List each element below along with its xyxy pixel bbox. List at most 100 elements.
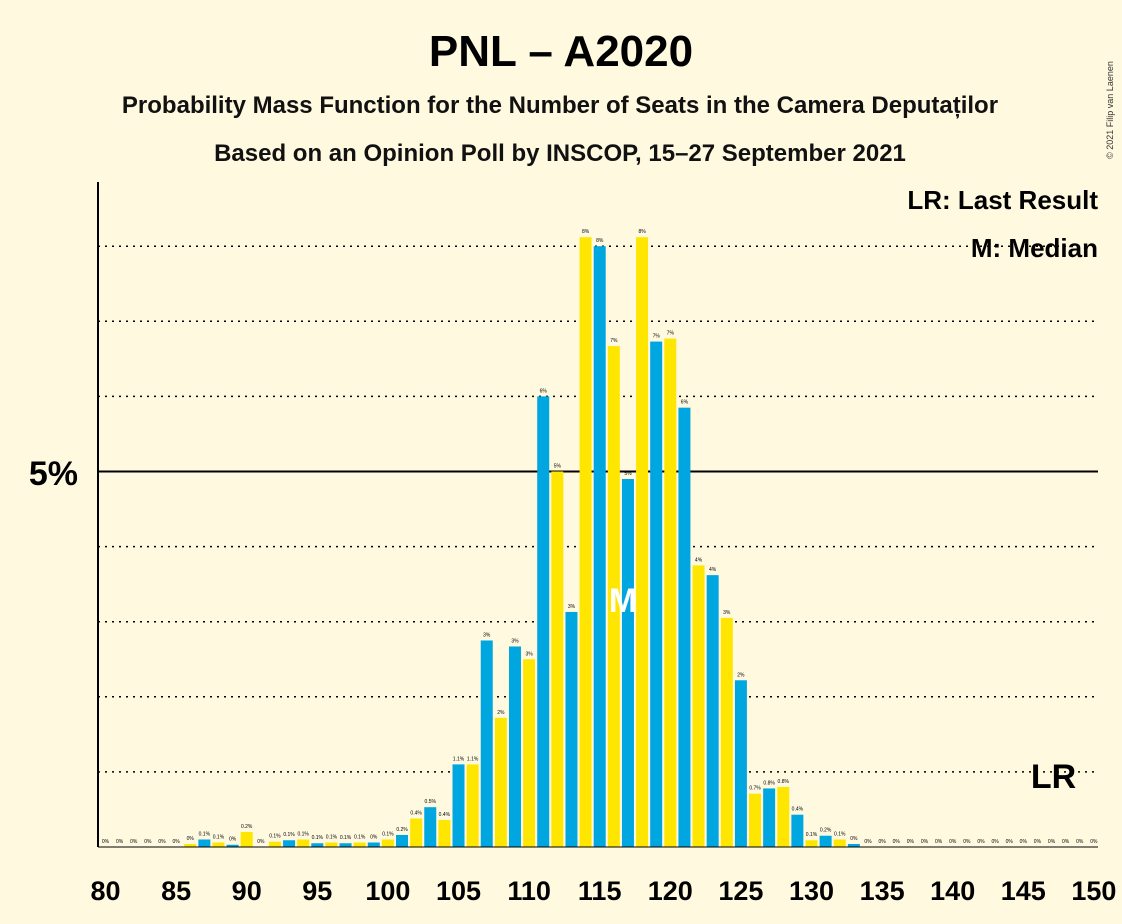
data-label-seat-81: 0% bbox=[116, 839, 124, 845]
data-label-seat-118: 8% bbox=[638, 229, 646, 235]
bar-seat-93 bbox=[283, 840, 296, 847]
data-label-seat-149: 0% bbox=[1076, 839, 1084, 845]
data-label-seat-111: 6% bbox=[540, 388, 548, 394]
bar-seat-120 bbox=[664, 338, 677, 847]
bar-seat-132 bbox=[833, 839, 846, 847]
data-label-seat-106: 1.1% bbox=[467, 756, 479, 762]
data-label-seat-136: 0% bbox=[893, 839, 901, 845]
bar-seat-87 bbox=[198, 839, 211, 847]
y-axis-label-5pct: 5% bbox=[29, 455, 78, 493]
bar-seat-106 bbox=[466, 764, 479, 847]
bars bbox=[184, 237, 860, 848]
bar-seat-105 bbox=[452, 764, 465, 847]
data-label-seat-123: 4% bbox=[709, 567, 717, 573]
x-tick-135: 135 bbox=[860, 876, 905, 906]
data-label-seat-129: 0.4% bbox=[792, 807, 804, 813]
bar-seat-125 bbox=[734, 680, 747, 847]
data-label-seat-88: 0.1% bbox=[213, 834, 225, 840]
data-label-seat-124: 3% bbox=[723, 610, 731, 616]
data-label-seat-115: 8% bbox=[596, 238, 604, 244]
bar-seat-118 bbox=[636, 237, 649, 848]
bar-seat-98 bbox=[353, 842, 366, 847]
data-label-seat-85: 0% bbox=[172, 839, 180, 845]
data-label-seat-150: 0% bbox=[1090, 839, 1098, 845]
x-tick-130: 130 bbox=[789, 876, 834, 906]
data-label-seat-120: 7% bbox=[667, 331, 675, 337]
bar-seat-92 bbox=[268, 841, 281, 847]
bar-seat-122 bbox=[692, 565, 705, 847]
data-label-seat-82: 0% bbox=[130, 839, 138, 845]
data-label-seat-103: 0.5% bbox=[425, 799, 437, 805]
bar-seat-124 bbox=[720, 617, 733, 847]
data-label-seat-101: 0.2% bbox=[396, 827, 408, 833]
bar-seat-100 bbox=[381, 839, 394, 847]
data-label-seat-93: 0.1% bbox=[283, 832, 295, 838]
bar-seat-121 bbox=[678, 407, 691, 847]
bar-seat-99 bbox=[367, 842, 380, 847]
legend-last-result: LR: Last Result bbox=[907, 185, 1098, 215]
data-label-seat-96: 0.1% bbox=[326, 834, 338, 840]
data-label-seat-126: 0.7% bbox=[749, 786, 761, 792]
x-tick-120: 120 bbox=[648, 876, 693, 906]
data-label-seat-138: 0% bbox=[921, 839, 929, 845]
bar-seat-127 bbox=[763, 788, 776, 847]
bar-seat-107 bbox=[480, 640, 493, 847]
x-tick-100: 100 bbox=[365, 876, 410, 906]
median-marker: M bbox=[609, 582, 637, 620]
data-label-seat-100: 0.1% bbox=[382, 831, 394, 837]
bar-seat-101 bbox=[396, 834, 409, 847]
x-tick-115: 115 bbox=[578, 876, 622, 906]
data-label-seat-90: 0.2% bbox=[241, 824, 253, 830]
bar-seat-113 bbox=[565, 611, 578, 847]
data-label-seat-98: 0.1% bbox=[354, 834, 366, 840]
gridlines bbox=[98, 245, 1098, 773]
x-tick-85: 85 bbox=[161, 876, 191, 906]
data-label-seat-143: 0% bbox=[991, 839, 999, 845]
data-label-seat-148: 0% bbox=[1062, 839, 1070, 845]
data-label-seat-128: 0.8% bbox=[778, 779, 790, 785]
bar-seat-95 bbox=[311, 843, 324, 847]
data-label-seat-109: 3% bbox=[511, 638, 519, 644]
data-label-seat-121: 6% bbox=[681, 400, 689, 406]
bar-seat-110 bbox=[523, 659, 536, 847]
data-label-seat-130: 0.1% bbox=[806, 832, 818, 838]
x-tick-145: 145 bbox=[1001, 876, 1046, 906]
bar-seat-123 bbox=[706, 575, 719, 847]
data-label-seat-95: 0.1% bbox=[312, 835, 324, 841]
data-label-seat-92: 0.1% bbox=[269, 834, 281, 840]
data-label-seat-137: 0% bbox=[907, 839, 915, 845]
data-label-seat-84: 0% bbox=[158, 839, 166, 845]
bar-seat-131 bbox=[819, 835, 832, 847]
bar-seat-115 bbox=[593, 246, 606, 847]
data-label-seat-145: 0% bbox=[1020, 839, 1028, 845]
data-label-seat-144: 0% bbox=[1006, 839, 1014, 845]
bar-seat-112 bbox=[551, 471, 564, 847]
x-tick-95: 95 bbox=[302, 876, 332, 906]
x-tick-90: 90 bbox=[232, 876, 262, 906]
data-label-seat-110: 3% bbox=[525, 651, 533, 657]
data-label-seat-102: 0.4% bbox=[410, 810, 422, 816]
data-label-seat-83: 0% bbox=[144, 839, 152, 845]
bar-seat-97 bbox=[339, 843, 352, 847]
legend-median: M: Median bbox=[971, 233, 1098, 263]
bar-seat-114 bbox=[579, 237, 592, 848]
data-label-seat-134: 0% bbox=[864, 839, 872, 845]
bar-seat-116 bbox=[607, 346, 620, 847]
data-label-seat-131: 0.2% bbox=[820, 828, 832, 834]
x-tick-80: 80 bbox=[90, 876, 120, 906]
data-label-seat-86: 0% bbox=[187, 836, 195, 842]
bar-seat-117 bbox=[621, 479, 634, 847]
data-label-seat-122: 4% bbox=[695, 557, 703, 563]
bar-seat-96 bbox=[325, 842, 338, 847]
bar-seat-102 bbox=[410, 818, 423, 847]
bar-seat-130 bbox=[805, 840, 818, 847]
x-tick-140: 140 bbox=[930, 876, 975, 906]
data-label-seat-94: 0.1% bbox=[297, 831, 309, 837]
data-label-seat-112: 5% bbox=[554, 464, 562, 470]
data-labels: 0% 0% 0% 0% 0% 0%0%0.1%0.1% 0%0.2%0%0.1% 0.1% 0.… bbox=[102, 229, 1098, 845]
data-label-seat-114: 8% bbox=[582, 229, 590, 235]
bar-seat-126 bbox=[749, 793, 762, 847]
data-label-seat-117: 5% bbox=[624, 471, 632, 477]
bar-seat-90 bbox=[240, 831, 253, 847]
data-label-seat-142: 0% bbox=[977, 839, 985, 845]
